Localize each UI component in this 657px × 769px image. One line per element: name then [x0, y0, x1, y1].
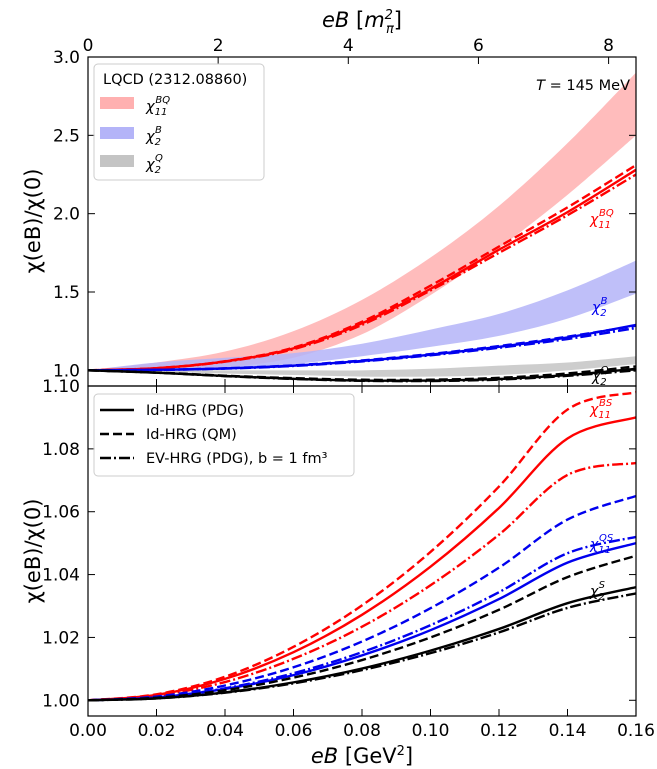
- series-red-dashed: [88, 391, 636, 702]
- series-red-solid: [88, 168, 636, 372]
- top-tick-label: 8: [603, 36, 614, 56]
- legend-entry-chi2-b: χ2B: [145, 125, 162, 148]
- legend-entry-chi2-q: χ2Q: [145, 153, 163, 176]
- top-y-tick-label: 1.0: [53, 361, 80, 381]
- legend-entry-ev-hrg-pdg: EV-HRG (PDG), b = 1 fm³: [146, 451, 328, 467]
- label-chi2-q-top: χ2Q: [591, 365, 609, 388]
- series-black-dashed: [88, 554, 636, 702]
- band-2: [88, 356, 636, 377]
- top-y-tick-label: 3.0: [53, 48, 80, 68]
- legend-swatch-chi2-b: [100, 127, 134, 139]
- x-tick-label: 0.10: [412, 721, 450, 741]
- top-axis-label: eB [m2 π]: [322, 8, 402, 37]
- x-tick-label: 0.14: [549, 721, 587, 741]
- legend-entry-id-hrg-qm: Id-HRG (QM): [146, 427, 237, 443]
- legend-entry-chi11-bq: χ11BQ: [145, 95, 170, 118]
- top-tick-label: 0: [83, 36, 94, 56]
- band-1: [88, 260, 636, 371]
- series-black-dashdot: [88, 592, 636, 702]
- series-black-solid: [88, 585, 636, 702]
- bottom-y-tick-label: 1.00: [42, 691, 80, 711]
- top-y-tick-label: 2.0: [53, 205, 80, 225]
- series-blue-dashdot: [88, 326, 636, 372]
- series-blue-solid: [88, 541, 636, 702]
- series-red-dashed: [88, 164, 636, 372]
- axis-ticks: 0.00 0.02 0.04 0.06 0.08 0.10 0.12 0.14 0.16 0 2 4 6…: [42, 36, 655, 741]
- bottom-legend: Id-HRG (PDG) Id-HRG (QM) EV-HRG (PDG), b…: [93, 393, 355, 477]
- legend-entry-id-hrg-pdg: Id-HRG (PDG): [146, 403, 244, 419]
- series-blue-dashed: [88, 494, 636, 702]
- top-uncertainty-bands: [88, 72, 636, 377]
- x-tick-label: 0.12: [480, 721, 518, 741]
- series-red-dashdot: [88, 173, 636, 372]
- top-legend: LQCD (2312.08860) χ11BQ χ2B χ2Q: [93, 63, 265, 181]
- band-0: [88, 72, 636, 371]
- series-blue-dashdot: [88, 535, 636, 702]
- series-red-dashdot: [88, 461, 636, 702]
- x-tick-label: 0.16: [617, 721, 655, 741]
- legend-swatch-chi11-bq: [100, 97, 134, 109]
- top-tick-label: 4: [343, 36, 354, 56]
- bottom-y-axis-label: χ(eB)/χ(0): [21, 499, 45, 604]
- top-tick-label: 6: [473, 36, 484, 56]
- bottom-axis-label: eB [GeV2]: [311, 744, 413, 768]
- bottom-y-tick-label: 1.02: [42, 628, 80, 648]
- top-tick-label: 2: [213, 36, 224, 56]
- x-tick-label: 0.04: [206, 721, 244, 741]
- x-tick-label: 0.06: [275, 721, 313, 741]
- label-chi2-s: χ2S: [589, 580, 606, 603]
- legend-swatch-chi2-q: [100, 155, 134, 167]
- top-y-axis-label: χ(eB)/χ(0): [21, 169, 45, 274]
- top-curves: [88, 164, 636, 383]
- x-tick-label: 0.00: [69, 721, 107, 741]
- legend-title: LQCD (2312.08860): [103, 72, 247, 88]
- bottom-y-tick-label: 1.08: [42, 440, 80, 460]
- label-chi11-bs: χ11BS: [589, 398, 613, 421]
- x-tick-label: 0.08: [343, 721, 381, 741]
- label-chi2-b-top: χ2B: [591, 296, 608, 319]
- bottom-y-tick-label: 1.10: [42, 377, 80, 397]
- label-chi11-bq-top: χ11BQ: [589, 208, 614, 231]
- top-y-tick-label: 1.5: [53, 283, 80, 303]
- x-tick-label: 0.02: [138, 721, 176, 741]
- temperature-label: T = 145 MeV: [536, 78, 630, 94]
- bottom-y-tick-label: 1.04: [42, 566, 80, 586]
- top-y-tick-label: 2.5: [53, 126, 80, 146]
- bottom-y-tick-label: 1.06: [42, 503, 80, 523]
- label-chi11-qs: χ11QS: [589, 533, 614, 556]
- bottom-curves: [88, 391, 636, 702]
